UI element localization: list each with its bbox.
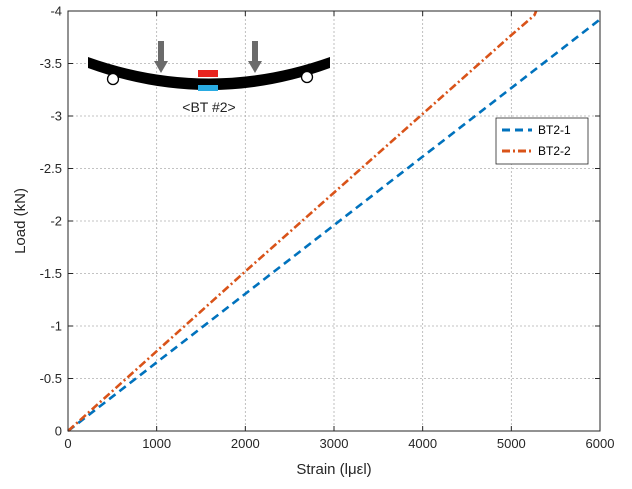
x-axis-label: Strain (lμεl)	[296, 461, 371, 478]
beam-diagram-inset: <BT #2>	[88, 41, 330, 115]
inset-label: <BT #2>	[182, 99, 235, 115]
x-tick-label: 4000	[408, 436, 437, 451]
x-tick-label: 6000	[586, 436, 615, 451]
x-tick-label: 0	[64, 436, 71, 451]
left-support-roller	[106, 72, 120, 86]
x-tick-label: 5000	[497, 436, 526, 451]
tick-marks	[67, 10, 601, 432]
right-support-roller	[300, 70, 314, 84]
beam-body	[88, 57, 330, 90]
y-tick-label: -1.5	[40, 266, 62, 281]
series-layer	[67, 10, 601, 433]
x-tick-label: 3000	[320, 436, 349, 451]
top-strain-gauge	[198, 70, 218, 77]
y-tick-label: -4	[50, 4, 62, 19]
y-axis-label: Load (kN)	[12, 188, 29, 254]
y-tick-label: -3	[50, 109, 62, 124]
legend-box	[495, 117, 589, 165]
y-tick-label: -2.5	[40, 161, 62, 176]
right-load-arrow	[248, 41, 262, 73]
y-tick-label: -2	[50, 214, 62, 229]
left-load-arrow	[154, 41, 168, 73]
series-line-bt2-2	[67, 10, 538, 432]
y-tick-labels: 0 -0.5 -1 -1.5 -2 -2.5 -3 -3.5 -4	[40, 4, 62, 439]
y-tick-label: -1	[50, 319, 62, 334]
legend-label-bt2-1: BT2-1	[538, 123, 571, 137]
y-tick-label: -0.5	[40, 371, 62, 386]
y-tick-label: 0	[55, 424, 62, 439]
x-tick-labels: 0 1000 2000 3000 4000 5000 6000	[64, 436, 614, 451]
bottom-strain-gauge	[198, 85, 218, 91]
series-line-bt2-1	[67, 18, 601, 433]
legend: BT2-1 BT2-2	[495, 117, 589, 165]
x-tick-label: 1000	[142, 436, 171, 451]
y-tick-label: -3.5	[40, 56, 62, 71]
legend-label-bt2-2: BT2-2	[538, 144, 571, 158]
x-tick-label: 2000	[231, 436, 260, 451]
grid-lines	[68, 11, 600, 431]
